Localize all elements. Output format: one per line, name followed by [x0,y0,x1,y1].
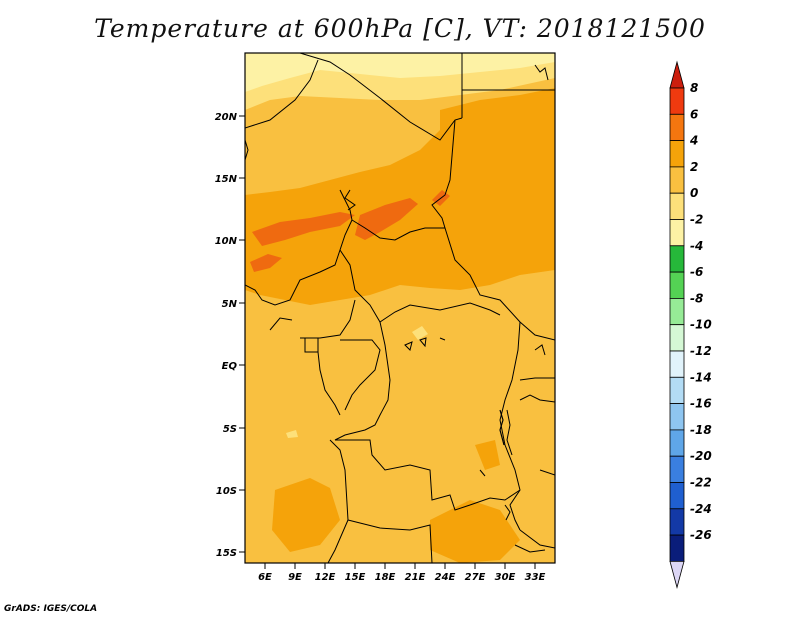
lat-label: 10N [215,236,238,247]
chart-title: Temperature at 600hPa [C], VT: 201812150… [94,14,706,43]
colorbar-swatch [669,376,685,404]
colorbar-label: 2 [690,160,698,174]
colorbar-label: -14 [690,370,712,384]
lon-label: 24E [435,572,456,583]
field-band-4-6 [355,198,418,240]
lon-label: 33E [525,572,546,583]
map-frame [244,52,556,564]
colorbar-swatch [669,324,685,352]
colorbar-swatch [669,192,685,220]
colorbar-label: -16 [690,397,712,411]
colorbar-label: -10 [690,318,712,332]
colorbar-label: -26 [690,528,712,542]
colorbar-swatch [669,113,685,142]
lat-label: 5S [223,424,237,435]
colorbar-swatch [669,350,685,378]
political-borders [245,53,555,563]
colorbar-label: 8 [690,81,698,95]
colorbar-swatch [669,140,685,168]
colorbar-arrow-top [669,60,685,89]
lat-label: 5N [222,299,238,310]
colorbar-arrow-bottom [669,561,685,589]
lon-axis: 6E 9E 12E 15E 18E 21E 24E 27E 30E 33E [258,563,546,583]
lon-label: 21E [405,572,426,583]
colorbar-label: -12 [690,344,712,358]
colorbar-label: -6 [690,265,703,279]
colorbar-label: -8 [690,291,703,305]
colorbar-swatch [669,271,685,299]
field-band-minus2-0 [286,430,298,438]
colorbar-swatch [669,482,685,510]
lat-axis: 20N 15N 10N 5N EQ 5S 10S 15S [215,112,245,559]
field-band-minus4-minus2 [245,53,555,92]
lon-label: 18E [375,572,396,583]
lat-label: 15N [215,174,238,185]
temperature-field [245,53,555,563]
colorbar-label: -18 [690,423,712,437]
field-band-2-4 [245,88,555,305]
colorbar-label: -22 [690,476,712,490]
lat-label: 15S [216,548,237,559]
field-band-minus2-0 [412,326,428,340]
colorbar-swatch [669,219,685,247]
colorbar: 8 6 4 2 0 -2 -4 -6 -8 -10 -12 -14 -16 -18 -20 -22 -24 -26 [669,60,712,589]
field-band-4-6 [250,254,282,272]
colorbar-swatch [669,508,685,536]
colorbar-swatch [669,403,685,431]
credit-text: GrADS: IGES/COLA [4,604,98,614]
colorbar-swatch [669,245,685,273]
field-band-2-4 [430,500,520,563]
colorbar-swatch [669,166,685,194]
colorbar-swatch [669,455,685,483]
colorbar-label: 0 [690,186,698,200]
colorbar-swatch [669,87,685,115]
colorbar-label: -4 [690,239,703,253]
field-band-2-4 [272,478,340,552]
colorbar-label: 4 [689,134,698,148]
colorbar-label: -20 [690,449,712,463]
field-band-2-4 [475,440,500,470]
colorbar-label: 6 [690,107,698,121]
lon-label: 15E [345,572,366,583]
lon-label: 30E [495,572,516,583]
field-band-4-6 [252,212,355,246]
colorbar-swatch [669,297,685,326]
colorbar-swatch [669,429,685,457]
lon-label: 27E [465,572,486,583]
lat-label: 20N [215,112,238,123]
lon-label: 9E [288,572,302,583]
lat-label: 10S [216,486,237,497]
colorbar-label: -2 [690,213,703,227]
lat-label: EQ [222,361,238,372]
lon-label: 12E [315,572,336,583]
colorbar-label: -24 [690,502,712,516]
colorbar-swatch [669,534,685,562]
lon-label: 6E [258,572,272,583]
